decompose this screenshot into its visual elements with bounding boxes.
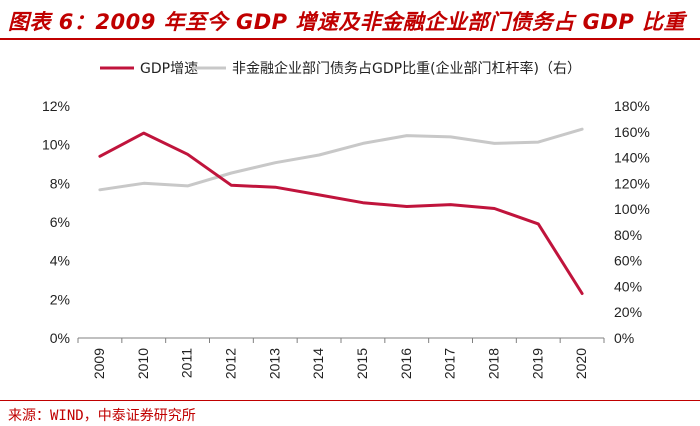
title-rule (0, 38, 700, 40)
legend-label-gdp-growth: GDP增速 (140, 61, 198, 77)
y-left-tick-label: 8% (50, 175, 70, 191)
x-tick-label: 2012 (222, 348, 238, 379)
y-right-tick-label: 80% (614, 227, 642, 243)
y-right-tick-label: 160% (614, 124, 650, 140)
y-left-tick-label: 6% (50, 214, 70, 230)
y-right-tick-label: 120% (614, 175, 650, 191)
x-tick-label: 2013 (266, 348, 282, 379)
source-note: 来源：WIND，中泰证券研究所 (8, 408, 196, 424)
series-lines (98, 127, 584, 295)
x-tick-label: 2018 (485, 348, 501, 379)
x-tick-label: 2016 (398, 348, 414, 379)
x-tick-label: 2015 (354, 348, 370, 379)
legend: GDP增速 非金融企业部门债务占GDP比重(企业部门杠杆率)（右） (100, 60, 581, 77)
x-tick-label: 2010 (135, 348, 151, 379)
series-line-gdp-growth (98, 131, 584, 295)
y-left-tick-label: 10% (42, 137, 70, 153)
y-right-tick-label: 140% (614, 150, 650, 166)
y-right-tick-label: 20% (614, 304, 642, 320)
chart-title: 图表 6：2009 年至今 GDP 增速及非金融企业部门债务占 GDP 比重 (8, 10, 686, 34)
x-tick-label: 2009 (91, 348, 107, 379)
x-tick-label: 2020 (573, 348, 589, 379)
y-right-tick-label: 0% (614, 330, 634, 346)
legend-label-leverage: 非金融企业部门债务占GDP比重(企业部门杠杆率)（右） (232, 60, 581, 77)
x-tick-label: 2014 (310, 348, 326, 379)
x-tick-label: 2011 (179, 348, 195, 378)
y-left-tick-label: 4% (50, 253, 70, 269)
axes: 2009 2010 2011 2012 2013 2014 2015 2016 2017 2018… (42, 98, 650, 379)
y-right-tick-label: 40% (614, 278, 642, 294)
series-line-leverage (98, 127, 584, 192)
source-rule (0, 400, 700, 401)
y-right-tick-label: 60% (614, 253, 642, 269)
x-tick-label: 2019 (529, 348, 545, 379)
y-right-tick-label: 180% (614, 98, 650, 114)
y-left-tick-label: 12% (42, 98, 70, 114)
x-tick-label: 2017 (442, 348, 458, 379)
y-left-tick-label: 2% (50, 291, 70, 307)
y-left-tick-label: 0% (50, 330, 70, 346)
y-right-tick-label: 100% (614, 201, 650, 217)
title-bar: 图表 6：2009 年至今 GDP 增速及非金融企业部门债务占 GDP 比重 (0, 0, 700, 40)
